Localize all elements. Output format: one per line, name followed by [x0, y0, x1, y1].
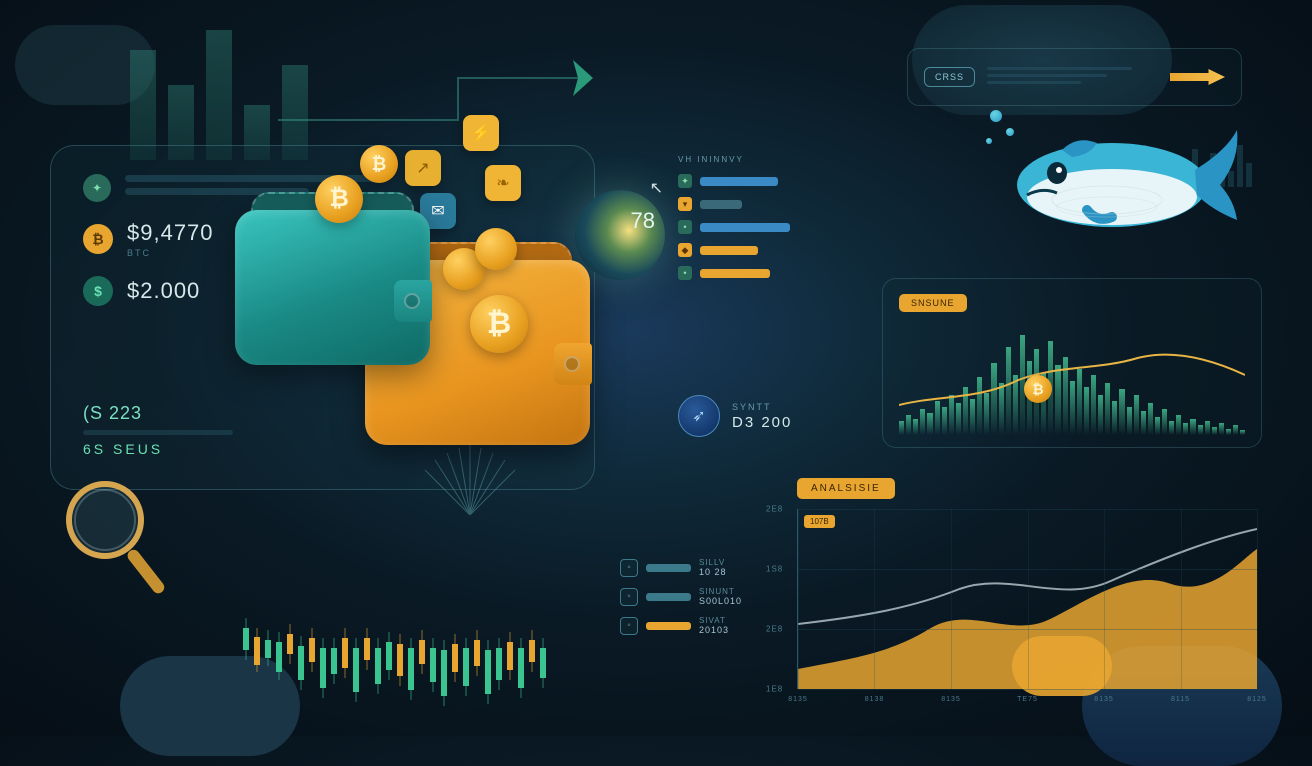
speed-arrow-icon [1170, 69, 1225, 85]
legend-bar [646, 593, 691, 601]
legend-bar [646, 622, 691, 630]
trend-arrow-decoration [278, 50, 598, 150]
x-tick: 8135 [1094, 696, 1114, 703]
x-tick: 8125 [1247, 696, 1267, 703]
bubble-decoration [986, 138, 992, 144]
sunburst-decoration [415, 445, 525, 515]
y-tick: 1S8 [766, 565, 783, 574]
metric-icon: ◆ [678, 243, 692, 257]
y-tick: 1E8 [766, 685, 783, 694]
legend-value: 10 28 [699, 567, 727, 577]
metric-row[interactable]: • [678, 266, 873, 280]
legend-label: SIVAT [699, 616, 729, 625]
spark-chart-badge: SNSUNE [899, 294, 967, 312]
chart-square-icon[interactable]: ↗ [405, 150, 441, 186]
legend-icon: ◦ [620, 617, 638, 635]
legend-value: 20103 [699, 625, 729, 635]
spark-chart-card[interactable]: SNSUNE ₿ [882, 278, 1262, 448]
candlestick-chart[interactable] [235, 560, 605, 720]
legend-icon: ◦ [620, 559, 638, 577]
currency-icon: $ [83, 276, 113, 306]
bitcoin-coin-icon: ₿ [315, 175, 363, 223]
balance-value: $9,4770 [127, 220, 214, 246]
balance-value: $2.000 [127, 278, 200, 304]
bitcoin-icon: ₿ [83, 224, 113, 254]
analysis-area-chart[interactable]: ANALSISIE 107B 2E81S82E81E8813581388135T… [797, 478, 1257, 703]
bitcoin-coin-icon: ₿ [470, 295, 528, 353]
legend-value: S00L010 [699, 596, 742, 606]
leaf-square-icon[interactable]: ❧ [485, 165, 521, 201]
legend-bar [646, 564, 691, 572]
arrow-up-icon: ↖ [650, 178, 663, 198]
metric-bar [700, 200, 742, 209]
y-tick: 2E8 [766, 505, 783, 514]
magnifier-icon[interactable] [55, 475, 165, 615]
metric-bar [700, 223, 790, 232]
bitcoin-coin-icon: ₿ [1024, 375, 1052, 403]
strategy-widget[interactable]: ➶ SYNTT D3 200 [678, 395, 792, 437]
metric-bar [700, 177, 778, 186]
strategy-label: SYNTT [732, 402, 792, 412]
metric-bar [700, 269, 770, 278]
legend-label: SILLV [699, 558, 727, 567]
metrics-panel: VH ININNVY ✦ ▾ • ◆ • [678, 155, 873, 289]
metric-bar [700, 246, 758, 255]
legend-row[interactable]: ◦ SINUNTS00L010 [620, 587, 800, 606]
x-tick: TE75 [1017, 696, 1038, 703]
metric-icon: • [678, 220, 692, 234]
metric-icon: ▾ [678, 197, 692, 211]
balance-sublabel: BTC [127, 248, 214, 258]
bubble-decoration [990, 110, 1002, 122]
gauge-value: 78 [631, 208, 655, 234]
wallet-teal[interactable] [235, 210, 430, 365]
whale-illustration [1002, 115, 1242, 235]
lightning-square-icon[interactable]: ⚡ [463, 115, 499, 151]
card-status-icon: ✦ [83, 174, 111, 202]
status-badge: CRSS [924, 67, 975, 87]
metric-icon: ✦ [678, 174, 692, 188]
strategy-value: D3 200 [732, 414, 792, 431]
coin-icon [475, 228, 517, 270]
x-tick: 8135 [788, 696, 808, 703]
y-tick: 2E8 [766, 625, 783, 634]
compass-icon: ➶ [678, 395, 720, 437]
status-card[interactable]: CRSS [907, 48, 1242, 106]
metric-row[interactable]: ✦ [678, 174, 873, 188]
metric-icon: • [678, 266, 692, 280]
legend-icon: ◦ [620, 588, 638, 606]
x-tick: 8135 [941, 696, 961, 703]
placeholder-lines [987, 67, 1158, 88]
analysis-badge: ANALSISIE [797, 478, 895, 499]
metric-row[interactable]: ◆ [678, 243, 873, 257]
x-tick: 8138 [865, 696, 885, 703]
metric-row[interactable]: ▾ [678, 197, 873, 211]
x-tick: 8115 [1171, 696, 1190, 703]
metric-row[interactable]: • [678, 220, 873, 234]
metrics-title: VH ININNVY [678, 155, 873, 164]
bitcoin-coin-icon: ₿ [360, 145, 398, 183]
legend-label: SINUNT [699, 587, 742, 596]
footer-metric: 6S SEUS [83, 441, 233, 457]
footer-metric: (S 223 [83, 403, 233, 424]
